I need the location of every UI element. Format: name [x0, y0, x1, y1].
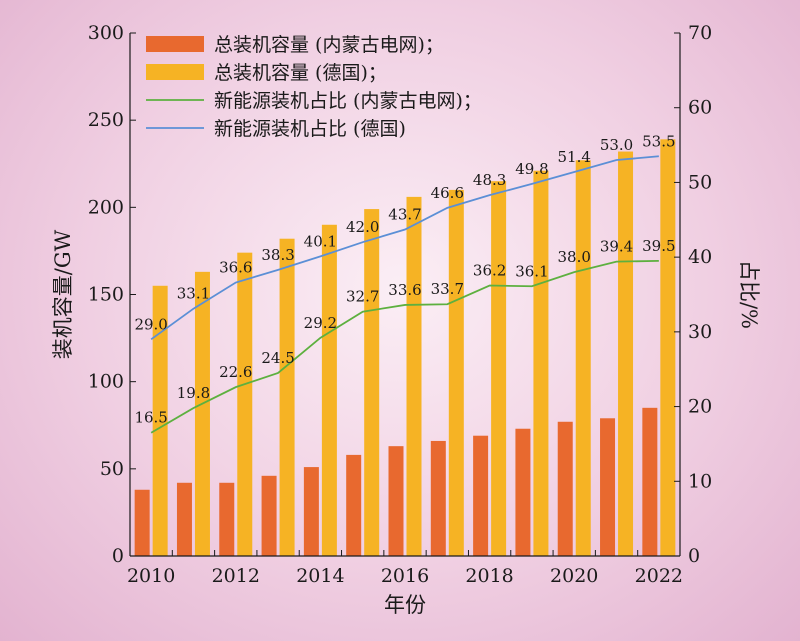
data-labels: 16.5 19.8 22.6 24.5 29.2 32.7 33.6 33.7 36.2 36.1… — [134, 132, 675, 426]
bar-inner-mongolia-2011 — [176, 482, 192, 556]
y-right-tick-30: 30 — [688, 321, 712, 343]
germany-label-2011: 33.1 — [177, 285, 210, 303]
legend: 总装机容量 (内蒙古电网)； 总装机容量 (德国)； 新能源装机占比 (内蒙古电网)… — [146, 34, 482, 140]
bar-germany-2017 — [448, 189, 464, 556]
y-right-tick-0: 0 — [688, 545, 700, 567]
x-tick-2020: 2020 — [550, 565, 598, 587]
y-right-tick-20: 20 — [688, 396, 712, 418]
legend-entry-2: 新能源装机占比 (内蒙古电网)； — [214, 90, 482, 112]
y-left-tick-100: 100 — [88, 371, 124, 393]
bar-inner-mongolia-2012 — [219, 482, 235, 556]
axes: 0 50 100 150 200 250 300 0 10 20 30 40 50 60 70 2010 201… — [51, 22, 761, 617]
legend-swatch-1 — [146, 64, 204, 80]
y-right-tick-60: 60 — [688, 97, 712, 119]
bar-germany-2012 — [237, 252, 253, 556]
legend-swatch-0 — [146, 36, 204, 52]
x-axis-title: 年份 — [384, 593, 426, 617]
inner-mongolia-label-2018: 36.2 — [473, 262, 506, 280]
inner-mongolia-label-2021: 39.4 — [600, 238, 633, 256]
bar-germany-2010 — [152, 285, 168, 556]
bar-inner-mongolia-2013 — [261, 475, 277, 556]
bar-germany-2016 — [406, 196, 422, 556]
bar-germany-2022 — [660, 139, 676, 557]
inner-mongolia-label-2019: 36.1 — [515, 262, 548, 280]
bar-germany-2019 — [533, 170, 549, 556]
inner-mongolia-label-2010: 16.5 — [134, 409, 167, 427]
series-bars-inner-mongolia — [134, 407, 658, 556]
bar-inner-mongolia-2010 — [134, 489, 150, 556]
y-left-tick-200: 200 — [88, 196, 124, 218]
inner-mongolia-label-2022: 39.5 — [642, 237, 675, 255]
bar-inner-mongolia-2022 — [642, 407, 658, 556]
series-bars-germany — [152, 139, 676, 557]
bar-germany-2011 — [194, 271, 210, 556]
legend-entry-0: 总装机容量 (内蒙古电网)； — [214, 34, 444, 56]
inner-mongolia-label-2020: 38.0 — [558, 248, 591, 266]
inner-mongolia-label-2012: 22.6 — [219, 363, 252, 381]
series-lines — [150, 155, 659, 434]
y-axis-right-title: 占比/% — [737, 260, 761, 329]
y-left-tick-300: 300 — [88, 22, 124, 44]
bar-inner-mongolia-2015 — [346, 454, 362, 556]
x-tick-2010: 2010 — [127, 565, 175, 587]
y-left-tick-0: 0 — [112, 545, 124, 567]
line-inner-mongolia — [150, 259, 659, 434]
bar-inner-mongolia-2020 — [557, 421, 573, 556]
germany-label-2010: 29.0 — [134, 315, 167, 333]
germany-label-2015: 42.0 — [346, 218, 379, 236]
germany-label-2014: 40.1 — [304, 232, 337, 250]
y-right-tick-50: 50 — [688, 171, 712, 193]
y-right-tick-40: 40 — [688, 246, 712, 268]
x-tick-2022: 2022 — [635, 565, 683, 587]
inner-mongolia-label-2015: 32.7 — [346, 288, 379, 306]
y-left-tick-50: 50 — [100, 458, 124, 480]
germany-label-2016: 43.7 — [388, 205, 421, 223]
inner-mongolia-label-2014: 29.2 — [304, 314, 337, 332]
y-axis-left-title: 装机容量/GW — [51, 229, 75, 359]
line-germany — [150, 155, 659, 341]
inner-mongolia-label-2017: 33.7 — [431, 280, 464, 298]
inner-mongolia-label-2016: 33.6 — [388, 281, 421, 299]
bar-inner-mongolia-2014 — [303, 467, 319, 556]
bar-germany-2021 — [618, 151, 634, 556]
germany-label-2017: 46.6 — [431, 184, 464, 202]
bar-germany-2015 — [364, 209, 380, 556]
bar-inner-mongolia-2018 — [473, 435, 489, 556]
bar-inner-mongolia-2016 — [388, 446, 404, 556]
germany-label-2012: 36.6 — [219, 259, 252, 277]
germany-label-2013: 38.3 — [261, 246, 294, 264]
bar-inner-mongolia-2021 — [600, 418, 616, 556]
germany-label-2021: 53.0 — [600, 136, 633, 154]
bar-inner-mongolia-2019 — [515, 428, 531, 556]
y-left-tick-250: 250 — [88, 109, 124, 131]
legend-entry-3: 新能源装机占比 (德国) — [214, 118, 406, 140]
x-tick-2012: 2012 — [212, 565, 260, 587]
bar-germany-2013 — [279, 238, 295, 557]
legend-entry-1: 总装机容量 (德国)； — [214, 62, 387, 84]
bar-germany-2018 — [491, 181, 507, 556]
inner-mongolia-label-2011: 19.8 — [177, 384, 210, 402]
inner-mongolia-label-2013: 24.5 — [261, 349, 294, 367]
germany-label-2020: 51.4 — [558, 148, 591, 166]
germany-label-2018: 48.3 — [473, 171, 506, 189]
germany-label-2019: 49.8 — [515, 160, 548, 178]
x-tick-2016: 2016 — [381, 565, 429, 587]
germany-label-2022: 53.5 — [642, 132, 675, 150]
bar-germany-2020 — [575, 160, 591, 556]
x-tick-2014: 2014 — [296, 565, 344, 587]
y-right-tick-10: 10 — [688, 470, 712, 492]
bar-germany-2014 — [321, 224, 337, 556]
bar-inner-mongolia-2017 — [430, 440, 446, 556]
y-right-tick-70: 70 — [688, 22, 712, 44]
x-tick-2018: 2018 — [465, 565, 513, 587]
y-left-tick-150: 150 — [88, 284, 124, 306]
